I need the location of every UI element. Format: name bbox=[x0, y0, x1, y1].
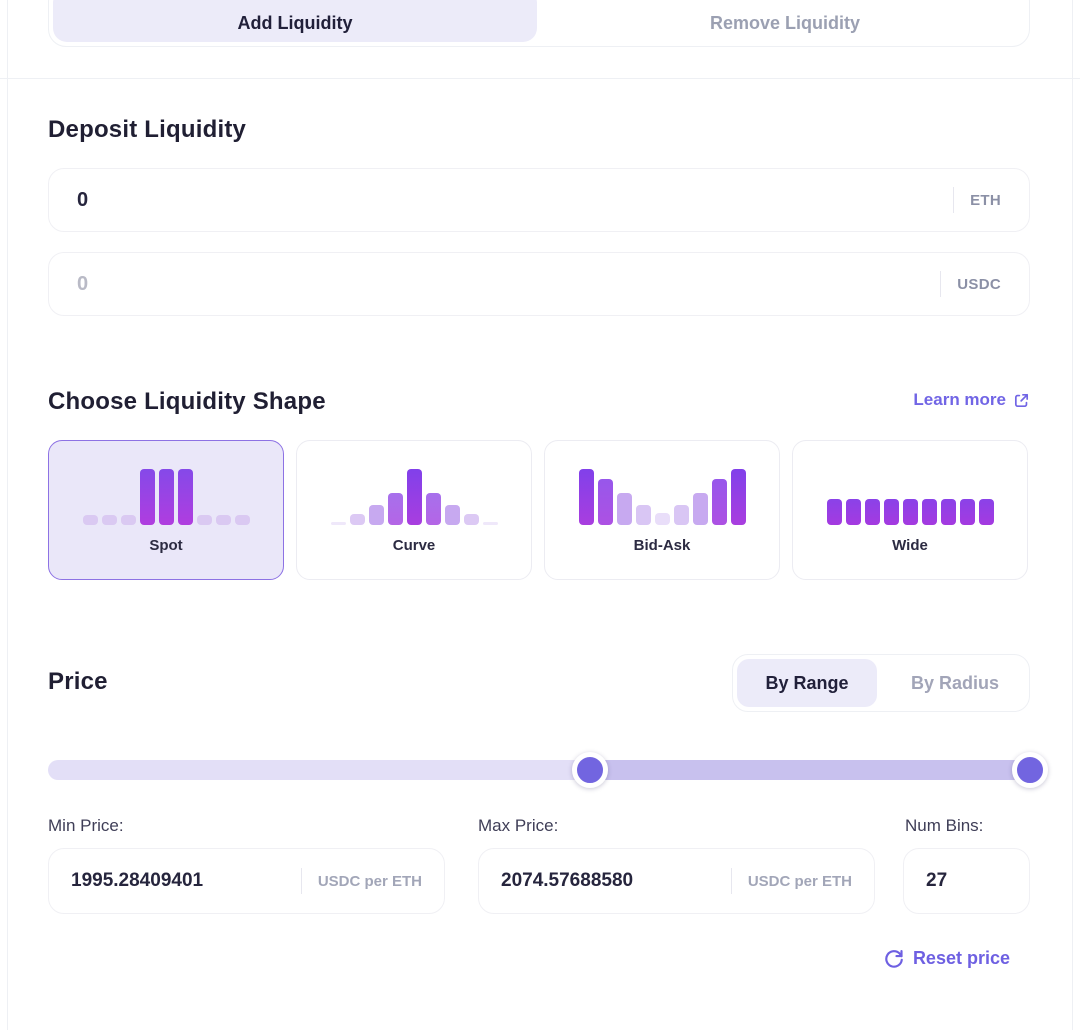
min-price-value[interactable]: 1995.28409401 bbox=[71, 870, 204, 891]
num-bins-label: Num Bins: bbox=[905, 816, 984, 835]
input-divider bbox=[300, 868, 302, 894]
reset-price-button[interactable]: Reset price bbox=[884, 948, 1010, 969]
price-range-slider[interactable] bbox=[48, 752, 1049, 788]
distribution-bar bbox=[864, 498, 880, 525]
distribution-bar bbox=[730, 468, 746, 525]
tab-add-liquidity[interactable]: Add Liquidity bbox=[53, 0, 537, 42]
distribution-bar bbox=[616, 492, 632, 525]
max-price-unit: USDC per ETH bbox=[747, 872, 852, 890]
learn-more-label: Learn more bbox=[913, 390, 1006, 409]
shape-label: Spot bbox=[149, 536, 183, 554]
mode-by-radius-label: By Radius bbox=[910, 672, 1000, 693]
distribution-bar bbox=[406, 468, 422, 525]
eth-amount-value[interactable]: 0 bbox=[77, 188, 89, 211]
input-divider bbox=[730, 868, 732, 894]
header-divider bbox=[0, 78, 1080, 79]
distribution-bar bbox=[597, 478, 613, 525]
distribution-bar bbox=[902, 498, 918, 525]
usdc-amount-input[interactable]: 0 USDC bbox=[48, 252, 1030, 316]
distribution-bar bbox=[349, 513, 365, 525]
shape-card-spot[interactable]: Spot bbox=[48, 440, 284, 580]
min-price-input[interactable]: 1995.28409401 USDC per ETH bbox=[48, 848, 445, 914]
mode-by-range[interactable]: By Range bbox=[737, 659, 877, 707]
shape-card-curve[interactable]: Curve bbox=[296, 440, 532, 580]
num-bins-value[interactable]: 27 bbox=[926, 870, 948, 891]
shape-distribution-chart bbox=[826, 467, 994, 525]
min-price-label: Min Price: bbox=[48, 816, 124, 835]
distribution-bar bbox=[444, 504, 460, 525]
shape-label: Bid-Ask bbox=[633, 536, 691, 554]
distribution-bar bbox=[940, 498, 956, 525]
eth-token-label: ETH bbox=[970, 191, 1001, 209]
price-mode-toggle: By Range By Radius bbox=[732, 654, 1030, 712]
distribution-bar bbox=[482, 521, 498, 525]
distribution-bar bbox=[959, 498, 975, 525]
distribution-bar bbox=[368, 504, 384, 525]
shape-section-title: Choose Liquidity Shape bbox=[48, 388, 326, 415]
slider-range bbox=[589, 760, 1031, 780]
shape-card-wide[interactable]: Wide bbox=[792, 440, 1028, 580]
input-divider bbox=[940, 271, 942, 297]
external-link-icon bbox=[1013, 392, 1030, 409]
shape-label: Wide bbox=[892, 536, 928, 554]
max-price-value[interactable]: 2074.57688580 bbox=[501, 870, 634, 891]
tab-remove-liquidity-label: Remove Liquidity bbox=[709, 13, 861, 33]
distribution-bar bbox=[673, 504, 689, 525]
shape-distribution-chart bbox=[330, 467, 498, 525]
min-price-unit: USDC per ETH bbox=[317, 872, 422, 890]
max-price-label: Max Price: bbox=[478, 816, 559, 835]
deposit-section-title: Deposit Liquidity bbox=[48, 116, 247, 143]
distribution-bar bbox=[921, 498, 937, 525]
distribution-bar bbox=[196, 514, 212, 525]
shape-card-bid-ask[interactable]: Bid-Ask bbox=[544, 440, 780, 580]
usdc-token-label: USDC bbox=[957, 275, 1001, 293]
usdc-amount-value[interactable]: 0 bbox=[77, 272, 89, 295]
distribution-bar bbox=[120, 514, 136, 525]
distribution-bar bbox=[234, 514, 250, 525]
slider-handle-max[interactable] bbox=[1012, 752, 1049, 788]
distribution-bar bbox=[82, 514, 98, 525]
input-divider bbox=[953, 187, 955, 213]
reset-icon bbox=[884, 949, 904, 969]
distribution-bar bbox=[463, 513, 479, 525]
distribution-bar bbox=[711, 478, 727, 525]
learn-more-link[interactable]: Learn more bbox=[913, 390, 1030, 410]
max-price-input[interactable]: 2074.57688580 USDC per ETH bbox=[478, 848, 875, 914]
shape-distribution-chart bbox=[578, 467, 746, 525]
price-section-title: Price bbox=[48, 668, 108, 695]
liquidity-tab-group: Add Liquidity Remove Liquidity bbox=[48, 0, 1030, 47]
distribution-bar bbox=[387, 492, 403, 525]
mode-by-range-label: By Range bbox=[765, 672, 849, 693]
distribution-bar bbox=[177, 468, 193, 525]
mode-by-radius[interactable]: By Radius bbox=[881, 655, 1029, 711]
distribution-bar bbox=[692, 492, 708, 525]
distribution-bar bbox=[635, 504, 651, 525]
distribution-bar bbox=[139, 468, 155, 525]
reset-price-label: Reset price bbox=[912, 948, 1010, 968]
distribution-bar bbox=[978, 498, 994, 525]
distribution-bar bbox=[425, 492, 441, 525]
shape-cards-row: Spot Curve Bid-Ask Wide bbox=[48, 440, 1028, 580]
panel-right-border bbox=[1072, 0, 1073, 1030]
shape-distribution-chart bbox=[82, 467, 250, 525]
distribution-bar bbox=[654, 512, 670, 525]
num-bins-input[interactable]: 27 bbox=[903, 848, 1030, 914]
distribution-bar bbox=[158, 468, 174, 525]
distribution-bar bbox=[883, 498, 899, 525]
panel-left-border bbox=[7, 0, 8, 1030]
slider-handle-min[interactable] bbox=[571, 752, 608, 788]
distribution-bar bbox=[215, 514, 231, 525]
tab-add-liquidity-label: Add Liquidity bbox=[237, 13, 353, 33]
distribution-bar bbox=[578, 468, 594, 525]
tab-remove-liquidity[interactable]: Remove Liquidity bbox=[541, 0, 1029, 46]
eth-amount-input[interactable]: 0 ETH bbox=[48, 168, 1030, 232]
shape-label: Curve bbox=[392, 536, 436, 554]
distribution-bar bbox=[845, 498, 861, 525]
distribution-bar bbox=[330, 521, 346, 525]
distribution-bar bbox=[101, 514, 117, 525]
distribution-bar bbox=[826, 498, 842, 525]
